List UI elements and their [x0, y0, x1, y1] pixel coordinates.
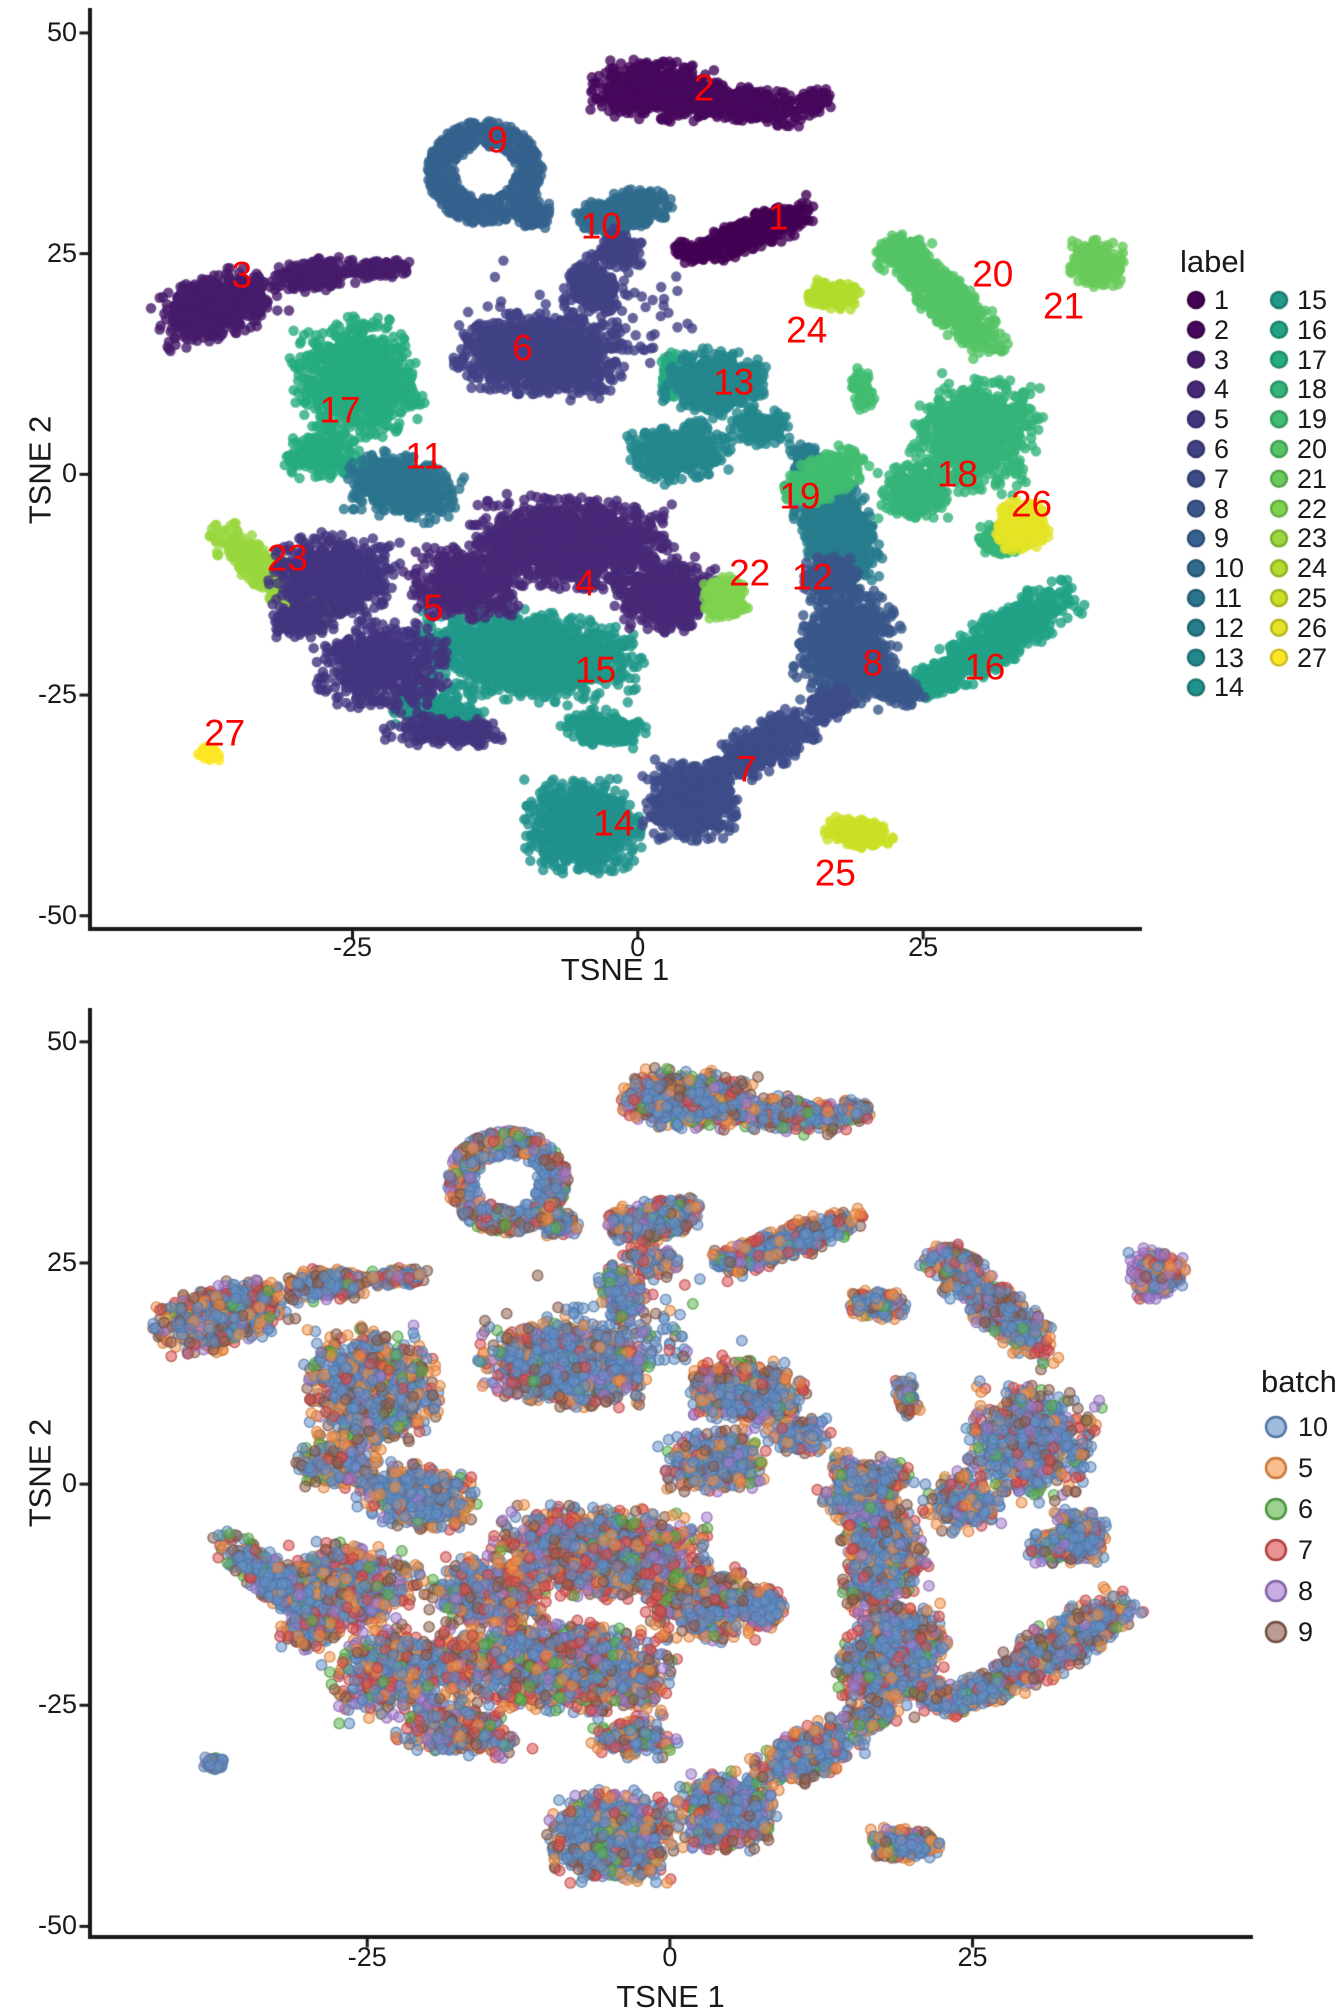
cluster-annotation: 14	[593, 802, 635, 844]
cluster-annotation: 17	[319, 389, 361, 431]
y-tick-label: 0	[61, 458, 77, 489]
cluster-annotation: 2	[693, 67, 715, 109]
cluster-annotation: 20	[972, 253, 1014, 295]
legend-entry-label: 10	[1214, 553, 1245, 584]
x-tick-label: -25	[332, 932, 373, 962]
cluster-annotation: 13	[713, 361, 755, 403]
cluster-annotation: 25	[814, 852, 856, 893]
legend-entry-label: 22	[1297, 493, 1328, 524]
y-tick-label: 0	[61, 1468, 77, 1499]
cluster-annotation: 3	[231, 254, 253, 296]
legend-entry-label: 12	[1214, 612, 1245, 643]
legend-entry-label: 21	[1297, 463, 1328, 494]
cluster-annotation: 11	[405, 435, 444, 477]
y-tick-label: -50	[37, 899, 77, 930]
cluster-annotation: 5	[423, 587, 444, 629]
legend-entry-label: 9	[1214, 523, 1230, 554]
legend-entry-label: 15	[1297, 285, 1328, 315]
legend-entry-label: 16	[1297, 314, 1328, 345]
cluster-annotation: 22	[729, 552, 771, 594]
cluster-annotation: 15	[575, 649, 617, 691]
cluster-annotation: 6	[512, 327, 533, 369]
cluster-annotation: 1	[767, 196, 789, 238]
label-legend-title: label	[1180, 244, 1246, 279]
legend-entry-label: 10	[1298, 1412, 1329, 1442]
y-tick-label: 50	[46, 16, 77, 47]
y-tick-label: -25	[37, 1689, 77, 1720]
legend-entry-label: 7	[1214, 463, 1230, 494]
x-tick-label: 0	[662, 1942, 678, 1972]
x-tick-label: 25	[957, 1942, 988, 1972]
cluster-annotation: 18	[936, 453, 978, 495]
cluster-annotation: 26	[1010, 483, 1053, 525]
y-tick-label: 25	[46, 237, 77, 268]
legend-entry-label: 8	[1298, 1576, 1314, 1606]
legend-entry-label: 6	[1298, 1494, 1314, 1524]
cluster-annotation: 19	[779, 475, 821, 517]
legend-entry-label: 7	[1298, 1535, 1314, 1565]
cluster-annotation: 16	[964, 646, 1006, 688]
legend-entry-label: 18	[1297, 374, 1328, 405]
cluster-annotation: 9	[487, 119, 508, 161]
cluster-annotation: 12	[791, 556, 834, 598]
legend-entry-label: 19	[1297, 404, 1328, 435]
legend-entry-label: 11	[1214, 583, 1243, 613]
x-tick-label: -25	[347, 1942, 387, 1972]
cluster-annotation: 21	[1042, 285, 1085, 327]
legend-entry-label: 27	[1297, 642, 1328, 673]
y-tick-label: 50	[46, 1025, 77, 1056]
legend-entry-label: 23	[1297, 523, 1328, 554]
legend-entry-label: 8	[1214, 493, 1230, 524]
x-tick-label: 25	[908, 932, 939, 962]
cluster-annotation: 8	[862, 642, 884, 684]
cluster-annotation: 24	[786, 309, 828, 351]
y-tick-label: 25	[46, 1246, 77, 1277]
cluster-annotation: 27	[204, 712, 246, 754]
y-tick-label: -50	[37, 1910, 77, 1941]
legend-entry-label: 1	[1214, 285, 1230, 315]
legend-entry-label: 24	[1297, 553, 1328, 584]
legend-entry-label: 5	[1298, 1453, 1314, 1483]
legend-entry-label: 2	[1214, 314, 1230, 345]
cluster-annotation: 10	[580, 205, 622, 247]
legend-entry-label: 26	[1297, 612, 1328, 643]
cluster-annotation: 4	[575, 562, 596, 604]
cluster-annotation: 23	[266, 537, 309, 579]
batch-legend-title: batch	[1261, 1364, 1337, 1399]
legend-entry-label: 9	[1298, 1617, 1314, 1647]
legend-entry-label: 4	[1214, 374, 1230, 405]
x-axis-title-bottom: TSNE 1	[616, 1979, 725, 2014]
legend-entry-label: 5	[1214, 404, 1230, 435]
legend-entry-label: 14	[1214, 672, 1245, 703]
legend-entry-label: 17	[1297, 344, 1328, 375]
legend-entry-label: 3	[1214, 344, 1230, 375]
x-tick-label: 0	[630, 932, 646, 962]
legend-entry-label: 20	[1297, 434, 1328, 464]
cluster-annotation: 7	[735, 748, 757, 790]
x-axis-title-top: TSNE 1	[560, 952, 670, 987]
legend-entry-label: 13	[1214, 642, 1245, 673]
y-tick-label: -25	[37, 679, 77, 710]
legend-entry-label: 25	[1297, 583, 1328, 613]
legend-entry-label: 6	[1214, 434, 1230, 464]
